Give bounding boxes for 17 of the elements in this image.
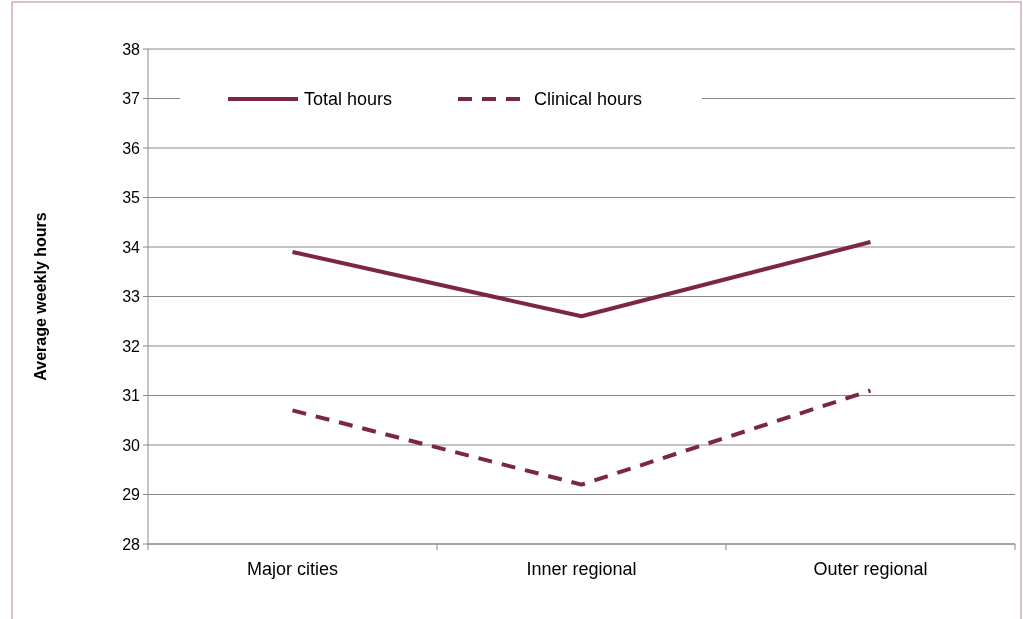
x-tick-label: Inner regional <box>526 559 637 579</box>
y-tick-label: 36 <box>122 139 141 157</box>
y-tick-label: 29 <box>122 486 141 504</box>
y-tick-label: 33 <box>122 288 141 306</box>
legend-label: Clinical hours <box>534 89 643 110</box>
y-tick-label: 32 <box>122 337 141 355</box>
y-tick-label: 38 <box>122 40 141 58</box>
y-axis-title: Average weekly hours <box>32 212 49 381</box>
legend-label: Total hours <box>304 89 393 110</box>
y-tick-label: 28 <box>122 535 141 553</box>
y-tick-label: 30 <box>122 436 141 454</box>
y-tick-label: 34 <box>122 238 141 256</box>
y-tick-label: 31 <box>122 387 141 405</box>
y-tick-label: 37 <box>122 90 141 108</box>
y-tick-label: 35 <box>122 189 141 207</box>
x-tick-label: Major cities <box>246 559 339 579</box>
x-tick-label: Outer regional <box>813 559 928 579</box>
